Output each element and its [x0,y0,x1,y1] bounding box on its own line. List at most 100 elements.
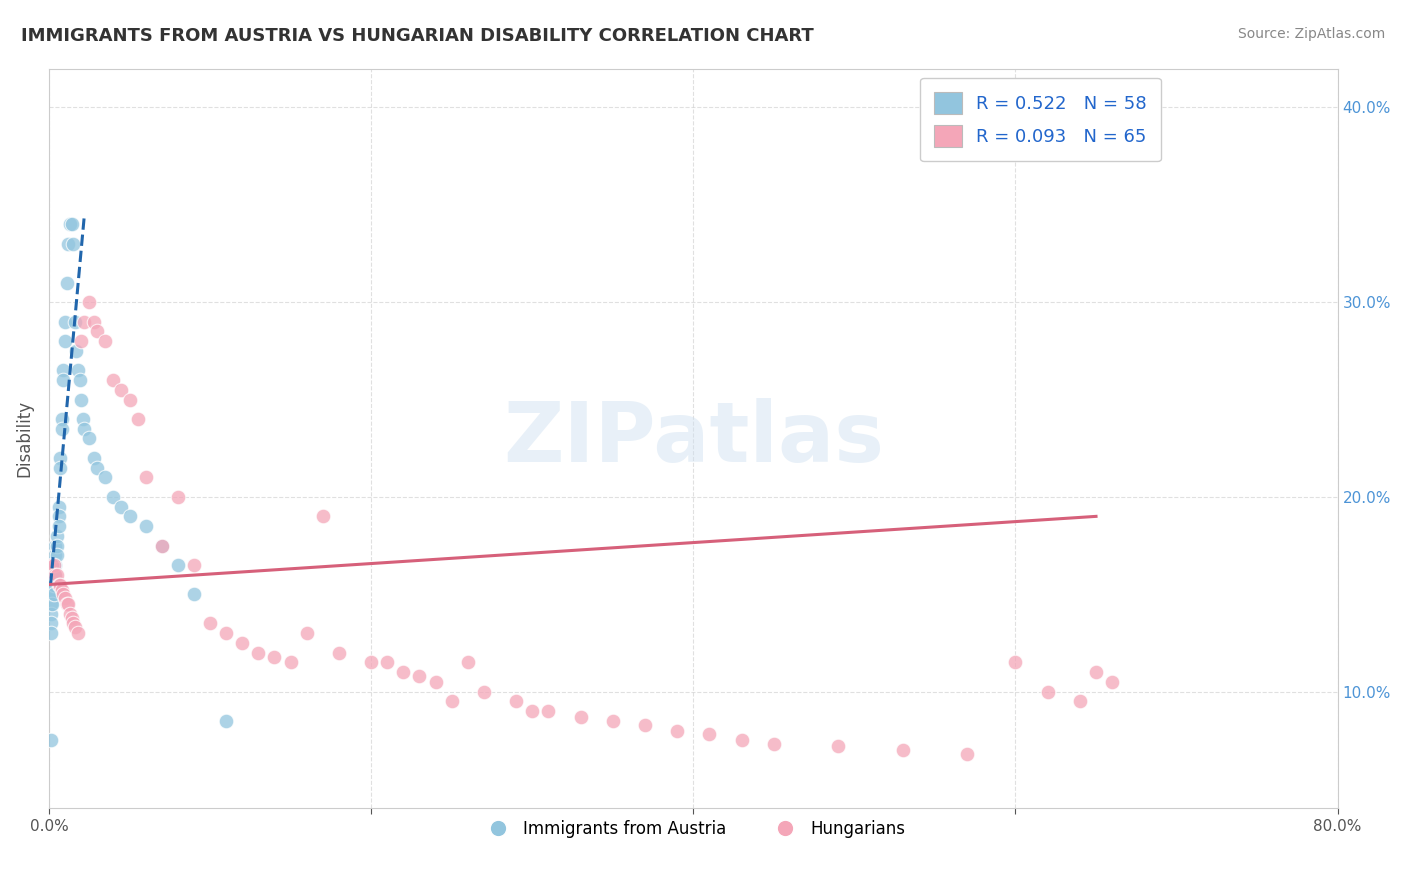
Point [94,470,117,484]
Point [41,587,63,601]
Point [215,714,238,728]
Point [66,626,89,640]
Point [118,509,141,524]
Point [41,558,63,572]
Point [569,710,592,724]
Point [762,737,785,751]
Point [425,674,447,689]
Point [110,383,132,397]
Text: Source: ZipAtlas.com: Source: ZipAtlas.com [1237,27,1385,41]
Point [39,626,62,640]
Point [392,665,415,680]
Point [44,567,66,582]
Point [602,714,624,728]
Point [166,558,188,572]
Point [52,373,75,387]
Point [63,620,86,634]
Point [44,549,66,563]
Point [666,723,689,738]
Point [49,450,72,465]
Point [70,392,93,407]
Point [48,509,70,524]
Point [39,733,62,747]
Point [49,460,72,475]
Point [48,577,70,591]
Point [83,450,105,465]
Point [73,315,96,329]
Point [39,587,62,601]
Y-axis label: Disability: Disability [15,400,32,477]
Point [39,597,62,611]
Point [77,295,100,310]
Point [183,558,205,572]
Point [52,363,75,377]
Point [73,422,96,436]
Point [103,373,125,387]
Point [39,577,62,591]
Point [198,616,221,631]
Point [44,558,66,572]
Point [48,519,70,533]
Point [1036,684,1059,698]
Point [215,626,238,640]
Point [46,549,69,563]
Point [1069,694,1091,708]
Point [891,743,914,757]
Point [956,747,979,761]
Point [60,610,83,624]
Point [94,334,117,348]
Point [51,422,73,436]
Text: ZIPatlas: ZIPatlas [503,398,884,479]
Point [42,567,65,582]
Point [150,539,173,553]
Point [183,587,205,601]
Point [41,577,63,591]
Point [51,583,73,598]
Point [53,315,76,329]
Point [70,334,93,348]
Point [103,490,125,504]
Point [46,529,69,543]
Point [408,669,430,683]
Point [312,509,335,524]
Point [522,704,544,718]
Point [48,500,70,514]
Point [827,739,849,753]
Point [63,315,86,329]
Point [1085,665,1108,680]
Point [42,558,65,572]
Point [46,567,69,582]
Point [472,684,495,698]
Point [457,656,479,670]
Point [247,646,270,660]
Point [39,616,62,631]
Point [55,276,77,290]
Point [53,334,76,348]
Point [86,325,108,339]
Point [83,315,105,329]
Point [328,646,350,660]
Point [375,656,398,670]
Point [44,567,66,582]
Point [42,558,65,572]
Point [440,694,463,708]
Point [49,577,72,591]
Point [58,236,80,251]
Point [150,539,173,553]
Point [360,656,382,670]
Point [41,558,63,572]
Point [66,363,89,377]
Point [634,717,657,731]
Point [41,567,63,582]
Point [537,704,560,718]
Point [1101,674,1123,689]
Point [58,597,80,611]
Point [263,649,285,664]
Point [65,343,87,358]
Point [505,694,527,708]
Point [1004,656,1026,670]
Text: IMMIGRANTS FROM AUSTRIA VS HUNGARIAN DISABILITY CORRELATION CHART: IMMIGRANTS FROM AUSTRIA VS HUNGARIAN DIS… [21,27,814,45]
Point [55,597,77,611]
Point [699,727,721,741]
Point [51,412,73,426]
